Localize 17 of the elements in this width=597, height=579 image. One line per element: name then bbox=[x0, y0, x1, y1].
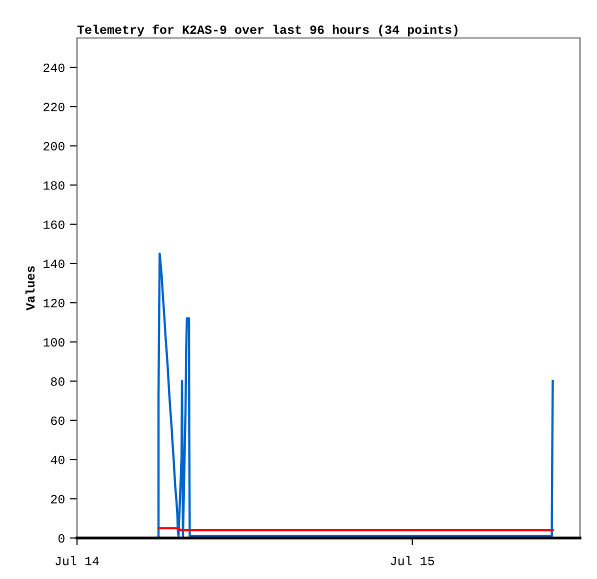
y-tick-label: 140 bbox=[44, 260, 64, 268]
y-tick-label: 180 bbox=[44, 181, 64, 190]
y-tick-label: 200 bbox=[44, 142, 64, 150]
y-tick-label: 120 bbox=[44, 298, 64, 308]
y-tick-label: 20 bbox=[51, 494, 64, 504]
y-tick-label: 160 bbox=[44, 220, 64, 229]
y-tick-label: 40 bbox=[50, 456, 64, 464]
chart-title: Telemetry for K2AS-9 over last 96 hours (34 points) bbox=[77, 24, 458, 36]
y-tick-label: 60 bbox=[51, 416, 64, 426]
y-tick-label: 0 bbox=[58, 534, 64, 543]
y-tick-label: 100 bbox=[44, 338, 64, 347]
x-tick-label: Jul 15 bbox=[390, 556, 434, 566]
x-tick-label: Jul 14 bbox=[56, 556, 99, 566]
y-axis-title: Values bbox=[25, 266, 35, 310]
y-tick-label: 240 bbox=[44, 64, 64, 72]
y-tick-label: 220 bbox=[44, 102, 64, 112]
y-tick-label: 80 bbox=[51, 377, 64, 386]
